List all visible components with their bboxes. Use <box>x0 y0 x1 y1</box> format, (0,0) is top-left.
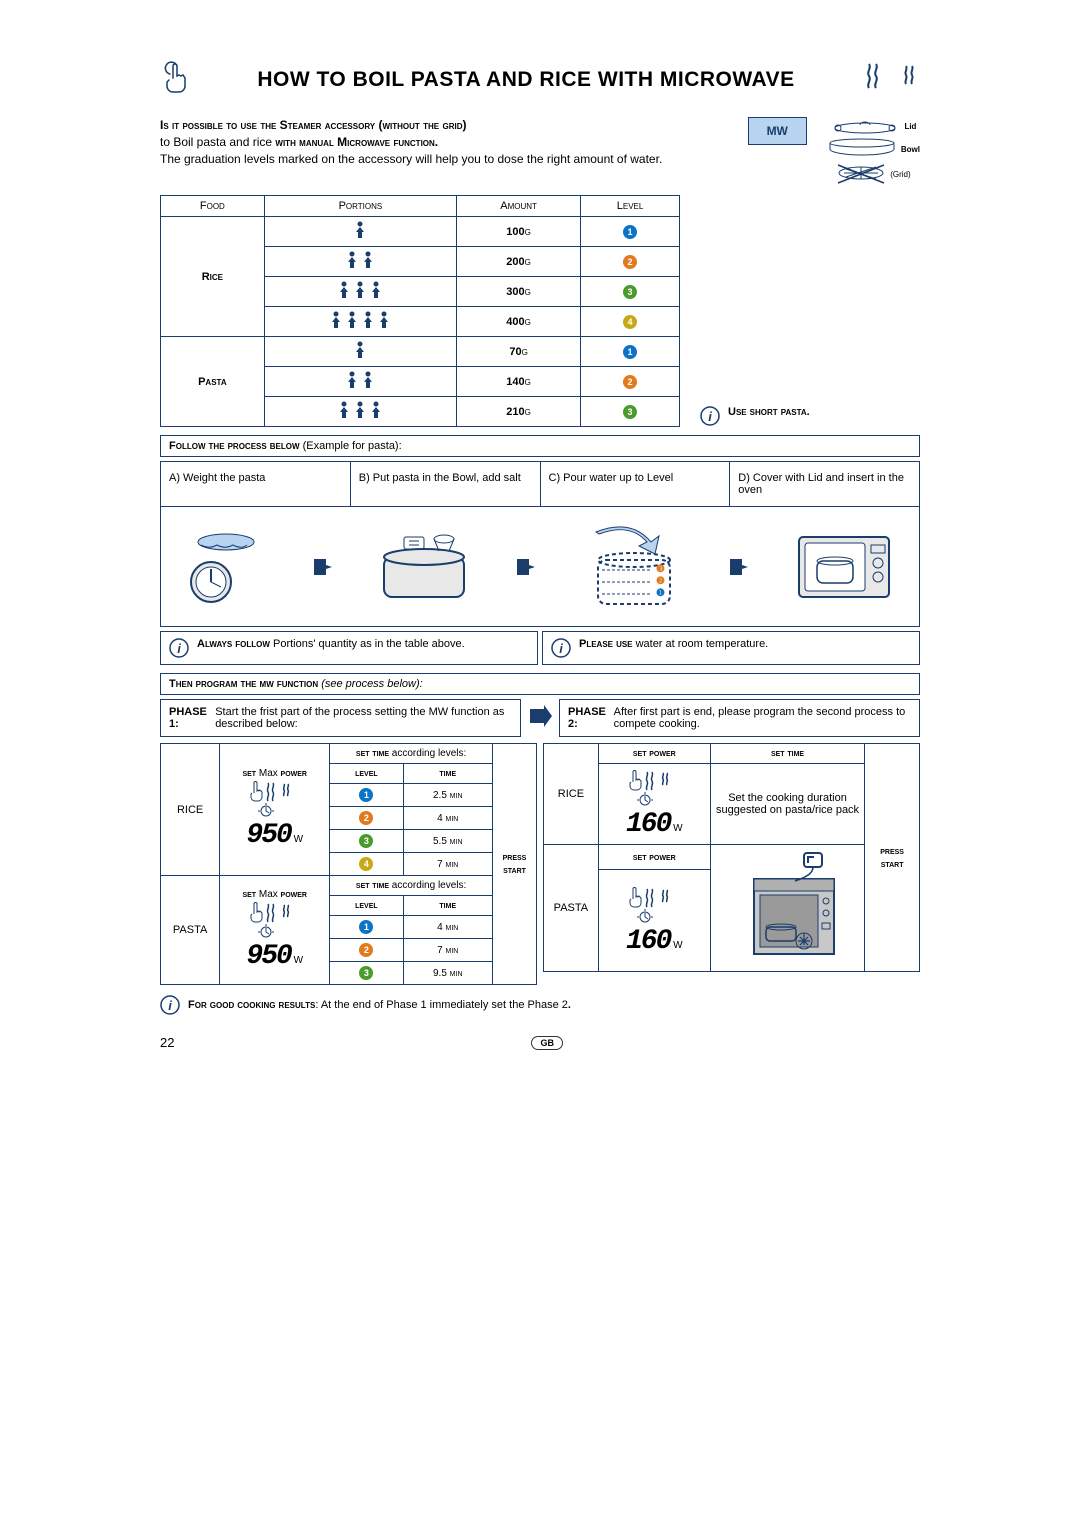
page-title: HOW TO BOIL PASTA AND RICE WITH MICROWAV… <box>204 68 848 92</box>
process-illustration: ❸❷❶ <box>160 507 920 627</box>
short-pasta-note: i Use short pasta. <box>700 406 810 429</box>
process-steps: A) Weight the pasta B) Put pasta in the … <box>160 461 920 507</box>
phase2-box: PHASE 2: After first part is end, please… <box>559 699 920 737</box>
info-icon: i <box>700 406 720 429</box>
process-header: Follow the process below (Example for pa… <box>160 435 920 457</box>
page-number: 22 <box>160 1035 174 1050</box>
step-a: A) Weight the pasta <box>160 461 351 507</box>
arrow-icon <box>527 703 553 734</box>
svg-text:❷: ❷ <box>656 576 665 587</box>
svg-text:i: i <box>168 998 172 1013</box>
tip-portions: i Always follow Portions' quantity as in… <box>160 631 538 665</box>
svg-text:i: i <box>708 409 712 424</box>
footer-tip: i For good cooking results: At the end o… <box>160 995 920 1015</box>
col-food: Food <box>161 196 265 217</box>
step-b: B) Put pasta in the Bowl, add salt <box>351 461 541 507</box>
accessory-illustration: Lid Bowl (Grid) <box>827 117 920 185</box>
steam-icon <box>864 62 886 97</box>
steam-icon-small <box>902 64 920 95</box>
col-portions: Portions <box>264 196 456 217</box>
step-c: C) Pour water up to Level <box>541 461 731 507</box>
step-d: D) Cover with Lid and insert in the oven <box>730 461 920 507</box>
col-level: Level <box>581 196 680 217</box>
touch-icon <box>160 60 188 99</box>
svg-text:❸: ❸ <box>656 564 665 575</box>
mw-badge: MW <box>748 117 807 145</box>
svg-text:❶: ❶ <box>656 588 665 599</box>
phase2-table: RICEset powerset timepressstart160 WSet … <box>543 743 920 985</box>
phase1-box: PHASE 1: Start the frist part of the pro… <box>160 699 521 737</box>
col-amount: Amount <box>457 196 581 217</box>
portions-table: Food Portions Amount Level Rice100g1200g… <box>160 195 680 427</box>
region-badge: GB <box>531 1036 563 1050</box>
program-header: Then program the mw function (see proces… <box>160 673 920 695</box>
phase1-table: RICEset Max power950 Wset time according… <box>160 743 537 985</box>
svg-text:i: i <box>559 641 563 656</box>
intro-text: Is it possible to use the Steamer access… <box>160 117 728 185</box>
tip-water: i Please use water at room temperature. <box>542 631 920 665</box>
svg-text:i: i <box>177 641 181 656</box>
